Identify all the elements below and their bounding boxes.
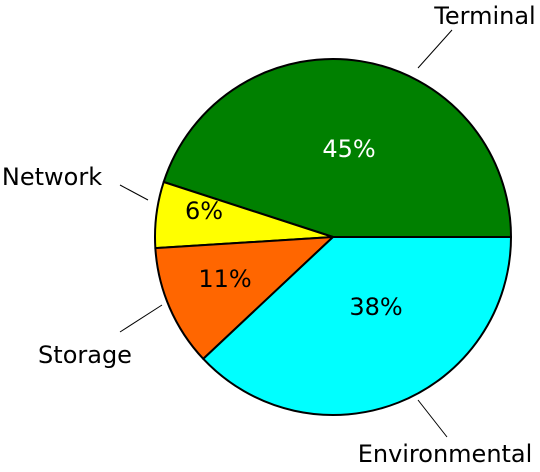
- value-label: 38%: [349, 293, 402, 321]
- leader-line: [119, 184, 149, 201]
- slice-label: Terminal: [433, 2, 535, 30]
- leader-line: [119, 304, 163, 333]
- pie-slice: [154, 236, 334, 360]
- value-label: 6%: [185, 197, 223, 225]
- pie-slice: [162, 58, 512, 238]
- slice-label: Storage: [38, 341, 132, 369]
- leader-line: [417, 29, 453, 69]
- pie-slice: [202, 236, 512, 416]
- value-label: 45%: [322, 135, 375, 163]
- slice-label: Network: [2, 163, 102, 191]
- value-label: 11%: [198, 265, 251, 293]
- slice-label: Environmental: [358, 440, 533, 468]
- leader-line: [417, 399, 448, 438]
